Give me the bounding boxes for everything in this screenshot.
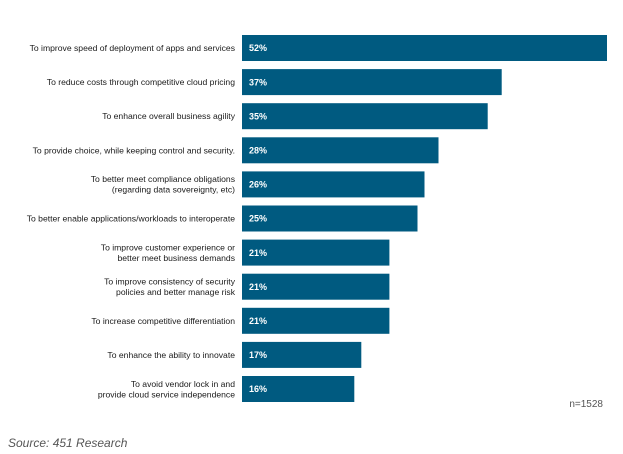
category-label-4-line-1: (regarding data sovereignty, etc): [112, 185, 235, 195]
bar-value-label-3: 28%: [249, 146, 267, 156]
category-label-0: To improve speed of deployment of apps a…: [30, 43, 235, 53]
source-caption: Source: 451 Research: [8, 436, 128, 450]
category-label-10-line-1: provide cloud service independence: [98, 389, 235, 399]
category-label-6-line-1: better meet business demands: [117, 253, 235, 263]
category-label-7-line-0: To improve consistency of security: [104, 277, 236, 287]
bar-8: [242, 307, 390, 334]
bar-2: [242, 103, 488, 130]
category-label-2: To enhance overall business agility: [102, 111, 236, 121]
category-label-7-line-1: policies and better manage risk: [116, 287, 236, 297]
bar-value-label-8: 21%: [249, 316, 267, 326]
bar-0: [242, 35, 607, 61]
bars-group: 52% To improve speed of deployment of app…: [27, 35, 607, 402]
bar-value-label-10: 16%: [249, 384, 267, 394]
category-label-3: To provide choice, while keeping control…: [33, 145, 235, 155]
sample-size-label: n=1528: [569, 399, 603, 410]
category-label-10-line-0: To avoid vendor lock in and: [131, 379, 235, 389]
category-label-8: To increase competitive differentiation: [91, 316, 235, 326]
bar-10: [242, 376, 355, 402]
bar-value-label-0: 52%: [249, 43, 267, 53]
category-label-9: To enhance the ability to innovate: [107, 350, 235, 360]
bar-value-label-5: 25%: [249, 214, 267, 224]
bar-4: [242, 171, 425, 198]
bar-value-label-9: 17%: [249, 350, 267, 360]
category-label-4-line-0: To better meet compliance obligations: [91, 174, 235, 184]
bar-value-label-7: 21%: [249, 282, 267, 292]
bar-value-label-6: 21%: [249, 248, 267, 258]
bar-value-label-4: 26%: [249, 180, 267, 190]
bar-value-label-2: 35%: [249, 111, 267, 121]
category-label-1: To reduce costs through competitive clou…: [47, 77, 235, 87]
category-label-6-line-0: To improve customer experience or: [101, 242, 235, 252]
bar-3: [242, 137, 439, 164]
bar-6: [242, 239, 390, 266]
bar-value-label-1: 37%: [249, 77, 267, 87]
bar-7: [242, 273, 390, 300]
bar-5: [242, 205, 418, 232]
bar-chart: 52% To improve speed of deployment of app…: [27, 35, 607, 410]
category-label-5: To better enable applications/workloads …: [27, 214, 236, 224]
bar-1: [242, 69, 502, 96]
bar-9: [242, 341, 362, 368]
